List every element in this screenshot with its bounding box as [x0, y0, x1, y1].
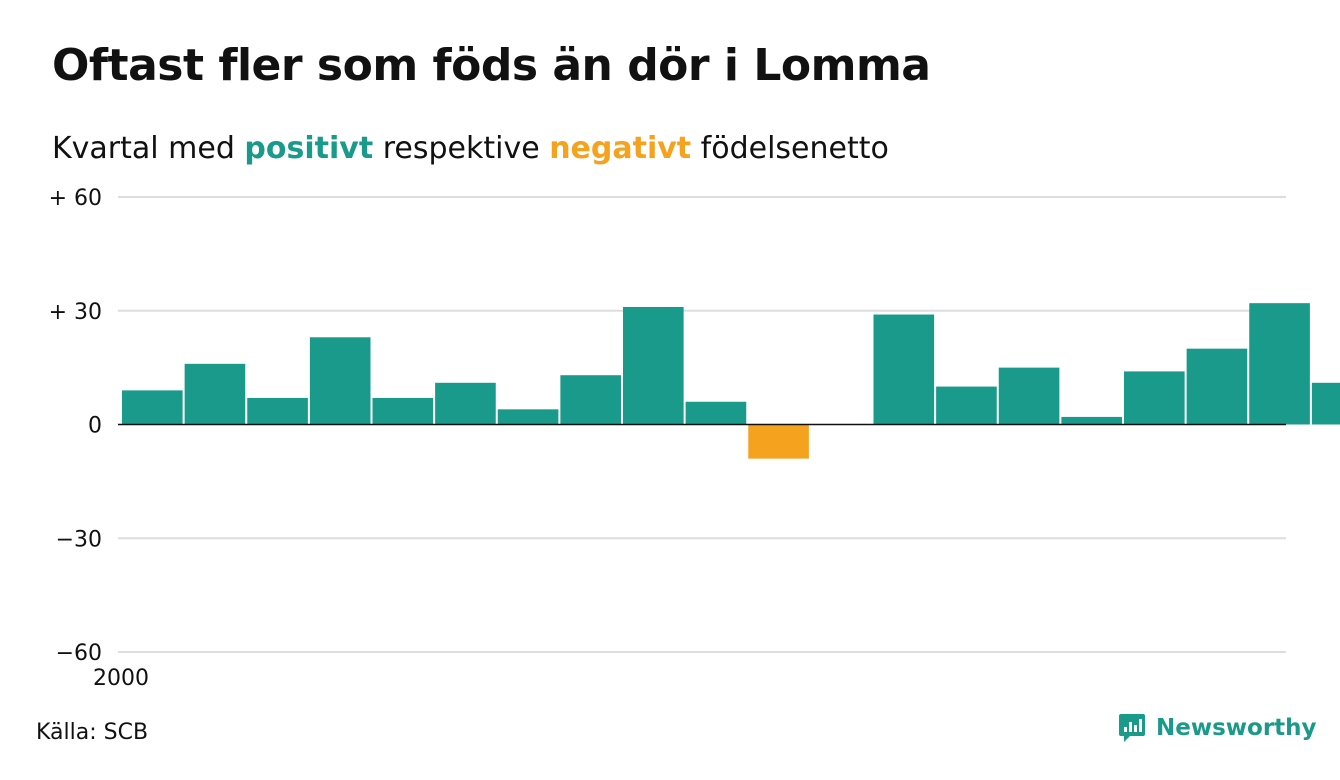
newsworthy-logo-icon	[1119, 714, 1145, 742]
bar-positive	[560, 375, 621, 425]
y-tick-label: −60	[56, 641, 102, 666]
bar-positive	[1186, 348, 1248, 425]
bar-positive	[1061, 416, 1122, 425]
y-tick-label: −30	[56, 527, 102, 552]
bar-positive	[998, 367, 1060, 425]
y-tick-label: + 60	[49, 186, 102, 211]
subtitle-positive-word: positivt	[244, 131, 374, 166]
bar-positive	[685, 401, 747, 425]
brand-name: Newsworthy	[1156, 715, 1317, 741]
source-note: Källa: SCB	[36, 720, 149, 745]
bar-positive	[497, 409, 559, 425]
chart-title: Oftast fler som föds än dör i Lomma	[52, 40, 931, 91]
bar-chart: + 60+ 300−30−6020002005201020152020	[49, 186, 1340, 691]
bar-negative	[748, 424, 809, 459]
bar-positive	[936, 386, 997, 425]
bar-positive	[372, 397, 434, 425]
bar-positive	[122, 390, 183, 425]
bar-positive	[1124, 371, 1185, 425]
x-tick-label: 2000	[93, 666, 149, 691]
bar-positive	[1249, 303, 1310, 425]
y-tick-label: + 30	[49, 300, 102, 325]
y-tick-label: 0	[88, 414, 102, 439]
bar-positive	[247, 397, 308, 425]
subtitle-negative-word: negativt	[549, 131, 692, 166]
bar-positive	[184, 363, 246, 425]
bars	[122, 303, 1340, 459]
bar-positive	[309, 337, 371, 425]
bar-positive	[873, 314, 935, 425]
bar-positive	[435, 382, 496, 425]
subtitle-suffix: födelsenetto	[691, 131, 889, 166]
grid-lines	[118, 196, 1286, 653]
bar-positive	[1311, 382, 1340, 425]
subtitle-middle: respektive	[373, 131, 550, 166]
chart-subtitle: Kvartal med positivt respektive negativt…	[52, 131, 889, 166]
axis: + 60+ 300−30−6020002005201020152020	[49, 186, 1286, 691]
bar-positive	[623, 306, 684, 425]
subtitle-prefix: Kvartal med	[52, 131, 245, 166]
brand: Newsworthy	[1118, 713, 1317, 743]
